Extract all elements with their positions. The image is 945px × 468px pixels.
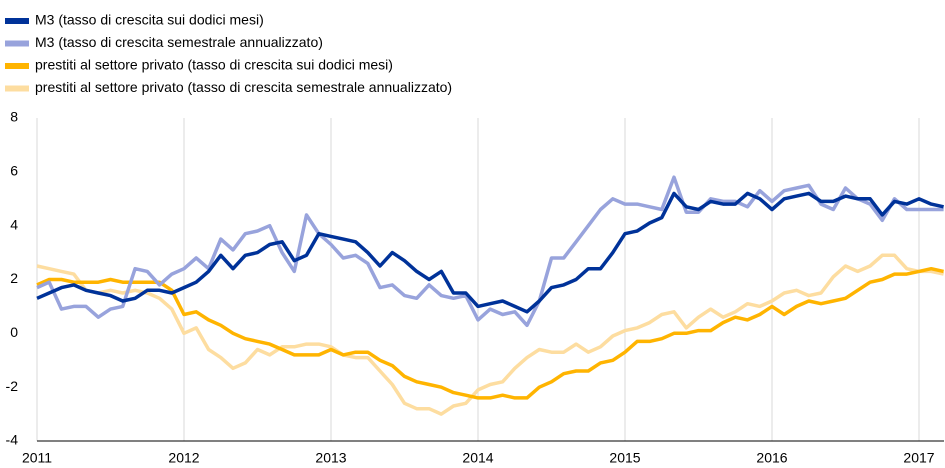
y-tick-label: -4: [6, 432, 19, 448]
x-tick-label: 2015: [609, 450, 640, 466]
x-tick-label: 2016: [756, 450, 787, 466]
x-tick-label: 2014: [462, 450, 493, 466]
y-tick-label: 6: [10, 163, 18, 179]
y-tick-label: -2: [6, 378, 19, 394]
x-tick-label: 2012: [168, 450, 199, 466]
legend-swatch: [5, 63, 29, 69]
x-tick-label: 2017: [903, 450, 934, 466]
legend-label: prestiti al settore privato (tasso di cr…: [35, 79, 452, 95]
series-line: [36, 175, 944, 328]
series-line: [36, 253, 944, 416]
y-tick-label: 4: [10, 216, 18, 232]
legend-label: M3 (tasso di crescita sui dodici mesi): [35, 12, 264, 28]
legend-swatch: [5, 40, 29, 47]
y-tick-label: 0: [10, 324, 18, 340]
x-tick-label: 2011: [22, 450, 52, 466]
series-line: [36, 266, 944, 400]
y-tick-label: 8: [10, 109, 18, 125]
y-tick-label: 2: [10, 270, 18, 286]
legend-label: prestiti al settore privato (tasso di cr…: [35, 57, 393, 73]
series-line: [36, 191, 944, 314]
legend-swatch: [5, 18, 29, 24]
legend-label: M3 (tasso di crescita semestrale annuali…: [35, 34, 323, 50]
legend-swatch: [5, 85, 29, 92]
x-tick-label: 2013: [315, 450, 346, 466]
